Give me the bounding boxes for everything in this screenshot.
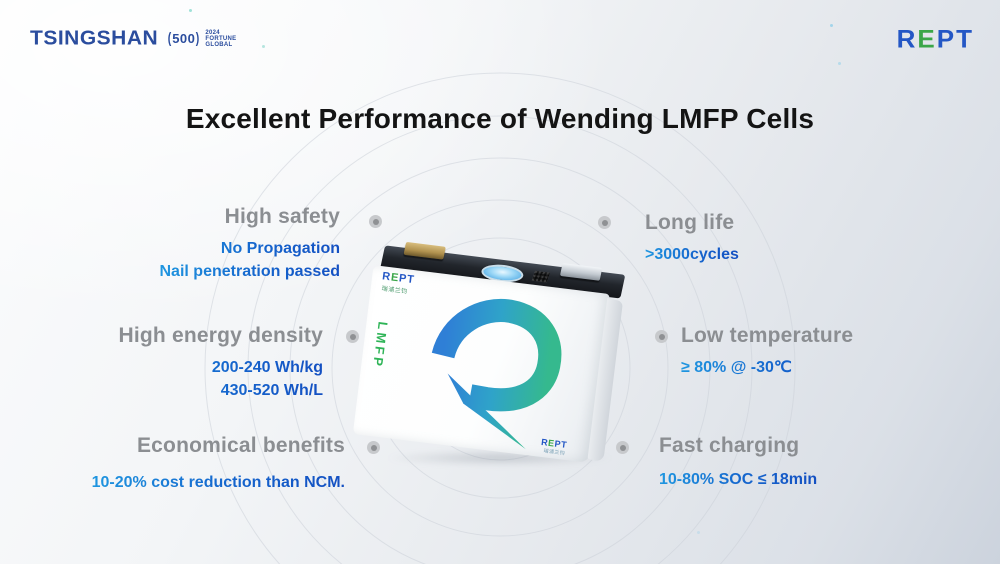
feature-economical-benefits: Economical benefits 10-20% cost reductio… (92, 433, 345, 492)
speck-decoration (189, 9, 192, 12)
feature-value: ≥ 80% @ -30℃ (681, 358, 853, 377)
laurel-right-icon: ) (196, 30, 200, 48)
tsingshan-logo: TSINGSHAN ( 500 ) 2024 FORTUNE GLOBAL (30, 27, 237, 51)
feature-value: 200-240 Wh/kg (118, 358, 323, 377)
badge-500-number: 500 (172, 31, 196, 47)
feature-value: No Propagation (160, 239, 340, 258)
laurel-left-icon: ( (167, 30, 172, 48)
badge-year: 2024 (205, 29, 220, 36)
rept-letter: T (560, 439, 568, 451)
feature-long-life: Long life >3000cycles (645, 210, 739, 264)
battery-terminal-positive (403, 241, 446, 260)
feature-high-safety: High safety No Propagation Nail penetrat… (160, 204, 341, 282)
qr-code-icon (532, 270, 551, 283)
speck-decoration (262, 45, 265, 48)
feature-title: High energy density (118, 324, 323, 347)
bullet-dot (598, 216, 611, 229)
battery-terminal-negative (559, 263, 603, 281)
feature-title: Economical benefits (136, 434, 345, 457)
bullet-dot (367, 441, 380, 454)
bullet-dot (369, 215, 382, 228)
rept-letter: P (936, 24, 957, 54)
bullet-dot (616, 441, 629, 454)
speck-decoration (697, 531, 700, 534)
page-title: Excellent Performance of Wending LMFP Ce… (185, 103, 815, 134)
battery-rept-chinese: 瑞浦兰钧 (381, 286, 408, 296)
feature-title: Fast charging (659, 434, 800, 457)
rept-letter: E (917, 24, 937, 54)
battery-cell-image: REPT 瑞浦兰钧 LMFP REPT 瑞浦兰钧 (352, 241, 627, 465)
battery-front-face: REPT 瑞浦兰钧 LMFP REPT 瑞浦兰钧 (352, 265, 610, 463)
rept-letter: R (896, 24, 918, 54)
bullet-dot (346, 330, 359, 343)
speck-decoration (838, 62, 841, 65)
speck-decoration (830, 24, 833, 27)
fortune-500-badge: ( 500 ) 2024 FORTUNE GLOBAL (167, 30, 236, 49)
rept-letter: T (956, 24, 974, 54)
feature-value: 430-520 Wh/L (118, 381, 323, 400)
feature-title: High safety (224, 205, 340, 228)
feature-high-energy-density: High energy density 200-240 Wh/kg 430-52… (118, 323, 323, 401)
feature-title: Low temperature (681, 324, 854, 347)
badge-fortune: FORTUNE (205, 35, 237, 42)
feature-value: 10-80% SOC ≤ 18min (659, 471, 818, 489)
rept-logo: REPT (897, 25, 974, 54)
badge-global: GLOBAL (205, 42, 233, 49)
feature-value: 10-20% cost reduction than NCM. (91, 474, 345, 492)
feature-low-temperature: Low temperature ≥ 80% @ -30℃ (681, 323, 853, 377)
feature-value: Nail penetration passed (159, 263, 341, 281)
bullet-dot (655, 330, 668, 343)
rept-r-mark (431, 298, 562, 450)
battery-chemistry-label: LMFP (370, 320, 391, 370)
tsingshan-wordmark: TSINGSHAN (30, 27, 159, 50)
feature-title: Long life (645, 211, 735, 234)
feature-fast-charging: Fast charging 10-80% SOC ≤ 18min (659, 433, 817, 489)
feature-value: >3000cycles (645, 246, 739, 264)
